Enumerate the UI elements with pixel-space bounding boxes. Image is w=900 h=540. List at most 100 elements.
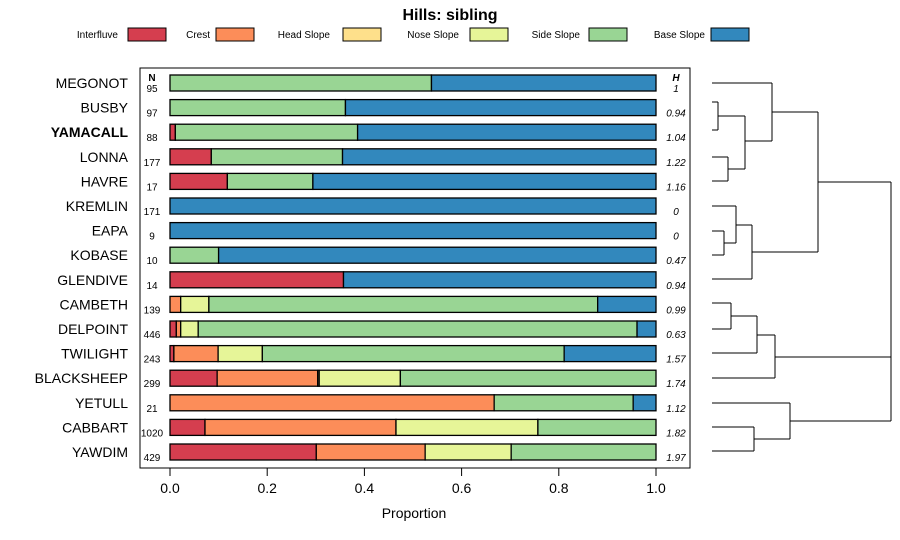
h-value-cambeth: 0.99 (666, 305, 686, 316)
bars (169, 74, 657, 461)
h-value-busby: 0.94 (666, 109, 686, 120)
h-value-yamacall: 1.04 (666, 133, 686, 144)
bar-havre-side-slope (226, 172, 314, 191)
bar-yawdim-crest (315, 443, 426, 461)
h-value-havre: 1.16 (666, 182, 686, 193)
row-label-eapa: EAPA (92, 223, 129, 239)
x-tick-label-0: 0.0 (160, 480, 180, 496)
bar-yawdim-side-slope (510, 443, 657, 461)
h-value-yawdim: 1.97 (666, 453, 686, 464)
bar-cabbart-crest (204, 418, 397, 437)
n-value-kremlin: 171 (144, 207, 161, 218)
bar-twilight-base-slope (563, 344, 657, 363)
h-value-glendive: 0.94 (666, 281, 686, 292)
row-label-kremlin: KREMLIN (66, 198, 128, 214)
n-value-delpoint: 446 (144, 330, 161, 341)
bar-yetull-crest (169, 394, 495, 412)
legend: Interfluve Crest Head Slope Nose Slope Side … (77, 27, 750, 42)
bar-busby-base-slope (344, 98, 657, 117)
h-value-delpoint: 0.63 (666, 330, 686, 341)
bar-twilight-crest (173, 344, 219, 363)
n-value-cabbart: 1020 (141, 428, 164, 439)
h-value-twilight: 1.57 (666, 355, 686, 366)
legend-swatch-side-slope (588, 27, 628, 42)
row-label-yetull: YETULL (75, 395, 128, 411)
bar-delpoint-crest (175, 320, 182, 338)
x-tick-label-2: 0.4 (355, 480, 375, 496)
h-value-megonot: 1 (673, 84, 679, 95)
bar-blacksheep-crest (216, 369, 319, 387)
legend-label-crest: Crest (186, 30, 210, 41)
bar-cambeth-nose-slope (180, 295, 210, 314)
chart-title: Hills: sibling (402, 7, 497, 24)
bar-yawdim-nose-slope (424, 443, 512, 461)
x-axis-title: Proportion (382, 505, 447, 521)
bar-megonot-side-slope (169, 74, 433, 92)
n-value-cambeth: 139 (144, 305, 161, 316)
bar-cambeth-side-slope (208, 295, 599, 314)
dendrogram (712, 82, 892, 452)
h-column: 1 0.94 1.04 1.22 1.16 0 0 0.47 0.94 0.99 0.63 1.57 1… (666, 84, 686, 464)
h-value-kremlin: 0 (673, 207, 679, 218)
x-axis: 0.0 0.2 0.4 0.6 0.8 1.0 (160, 468, 666, 496)
bar-yamacall-base-slope (356, 123, 657, 141)
row-label-delpoint: DELPOINT (58, 321, 128, 337)
n-value-yamacall: 88 (146, 133, 158, 144)
n-column: 95 97 88 177 17 171 9 10 14 139 446 243 299 21 1020 429 (141, 84, 164, 464)
bar-blacksheep-nose-slope (318, 369, 402, 387)
x-tick-label-1: 0.2 (257, 480, 277, 496)
bar-delpoint-base-slope (636, 320, 657, 338)
bar-blacksheep-side-slope (399, 369, 657, 387)
bar-blacksheep-interfluve (169, 369, 218, 387)
legend-swatch-base-slope (710, 27, 750, 42)
n-value-busby: 97 (146, 109, 158, 120)
h-value-kobase: 0.47 (666, 256, 686, 267)
n-value-eapa: 9 (149, 232, 155, 243)
bar-havre-base-slope (312, 172, 657, 191)
row-label-kobase: KOBASE (70, 247, 128, 263)
n-value-lonna: 177 (144, 158, 161, 169)
bar-delpoint-nose-slope (180, 320, 199, 338)
bar-cabbart-interfluve (169, 418, 206, 437)
n-value-megonot: 95 (146, 84, 158, 95)
legend-label-side-slope: Side Slope (532, 30, 581, 41)
row-label-cambeth: CAMBETH (60, 296, 128, 312)
row-label-glendive: GLENDIVE (57, 272, 128, 288)
x-tick-label-5: 1.0 (646, 480, 666, 496)
legend-swatch-nose-slope (469, 27, 509, 42)
bar-yamacall-side-slope (174, 123, 359, 141)
bar-delpoint-interfluve (169, 320, 177, 338)
bar-cambeth-crest (169, 295, 182, 314)
h-value-lonna: 1.22 (666, 158, 686, 169)
bar-eapa-base-slope (169, 221, 657, 240)
n-value-havre: 17 (146, 182, 158, 193)
bar-megonot-base-slope (430, 74, 657, 92)
bar-twilight-side-slope (261, 344, 565, 363)
row-label-megonot: MEGONOT (56, 75, 129, 91)
legend-label-interfluve: Interfluve (77, 30, 119, 41)
bar-cambeth-base-slope (597, 295, 657, 314)
bar-cabbart-nose-slope (395, 418, 539, 437)
bar-yetull-side-slope (493, 394, 634, 412)
bar-twilight-nose-slope (217, 344, 263, 363)
bar-yetull-base-slope (632, 394, 657, 412)
n-column-header: N (148, 73, 155, 84)
x-tick-label-3: 0.6 (452, 480, 472, 496)
n-value-twilight: 243 (144, 355, 161, 366)
x-tick-label-4: 0.8 (549, 480, 569, 496)
bar-lonna-side-slope (210, 148, 344, 166)
h-value-yetull: 1.12 (666, 404, 686, 415)
bar-lonna-interfluve (169, 148, 212, 166)
h-column-header: H (672, 73, 680, 84)
legend-swatch-crest (215, 27, 255, 42)
bar-havre-interfluve (169, 172, 228, 191)
row-label-yawdim: YAWDIM (72, 444, 128, 460)
row-label-twilight: TWILIGHT (61, 346, 128, 362)
bar-lonna-base-slope (341, 148, 657, 166)
bar-cabbart-side-slope (537, 418, 657, 437)
bar-yamacall-interfluve (169, 123, 176, 141)
n-value-kobase: 10 (146, 256, 158, 267)
bar-kobase-side-slope (169, 246, 220, 264)
n-value-yetull: 21 (146, 404, 158, 415)
